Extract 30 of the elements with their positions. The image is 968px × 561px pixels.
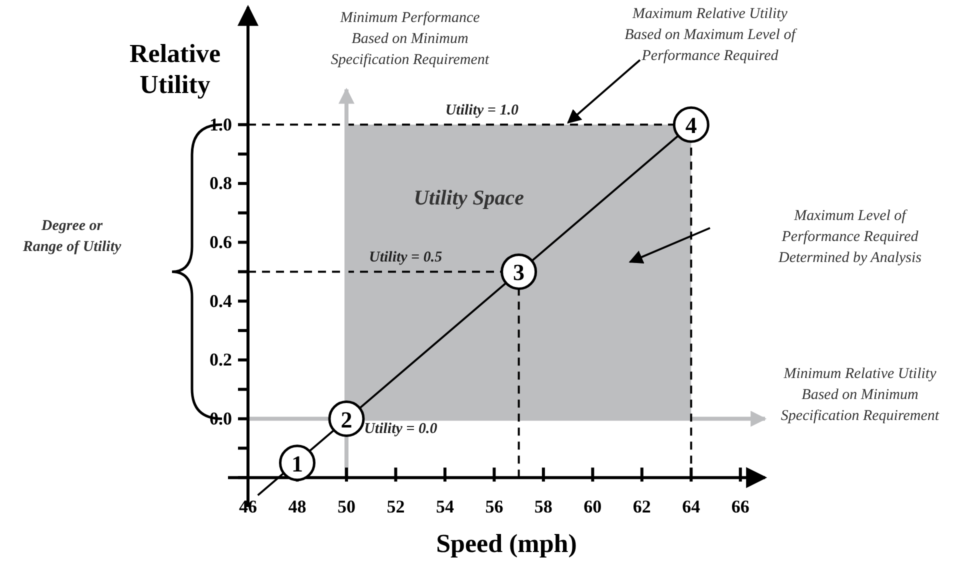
x-tick-label: 52 [386, 496, 405, 516]
text: Maximum Level of Performance Required Determined by Analysis [777, 208, 922, 266]
x-tick-label: 62 [632, 496, 651, 516]
y-axis-title: Relative Utility [130, 39, 220, 99]
annotation: 1 [291, 451, 303, 476]
annotation: 2 [340, 407, 352, 432]
y-tick-label: 0.2 [210, 350, 232, 370]
ref-line-label: Utility = 0.5 [369, 250, 443, 266]
x-tick-label: 66 [731, 496, 750, 516]
band-label: Utility Space [414, 186, 524, 210]
x-tick-label: 46 [239, 496, 257, 516]
x-tick-label: 58 [534, 496, 552, 516]
text: Minimum Relative Utility Based on Minimum Specification Requirement [780, 366, 940, 424]
x-tick-label: 56 [485, 496, 504, 516]
x-axis-title: Speed (mph) [436, 529, 577, 558]
x-tick-label: 64 [682, 496, 700, 516]
y-tick-label: 0.8 [210, 173, 232, 194]
y-tick-label: 0.6 [210, 232, 232, 252]
x-tick-label: 60 [584, 496, 602, 516]
x-tick-label: 50 [337, 496, 356, 516]
ref-line-label: Utility = 0.0 [364, 420, 438, 437]
x-tick-label: 54 [436, 496, 454, 516]
y-tick-label: 0.4 [210, 290, 232, 311]
annotation: 3 [513, 260, 525, 286]
annotation: Minimum Performance Based on Minimum Specification Requirement [330, 10, 490, 68]
ref-line-label: Utility = 1.0 [445, 102, 519, 119]
annotation: Maximum Relative Utility Based on Maximum Level of Performance Required [624, 6, 798, 64]
x-tick-label: 48 [288, 496, 306, 516]
text: Degree or Range of Utility [22, 218, 122, 255]
annotation: 4 [685, 113, 698, 138]
